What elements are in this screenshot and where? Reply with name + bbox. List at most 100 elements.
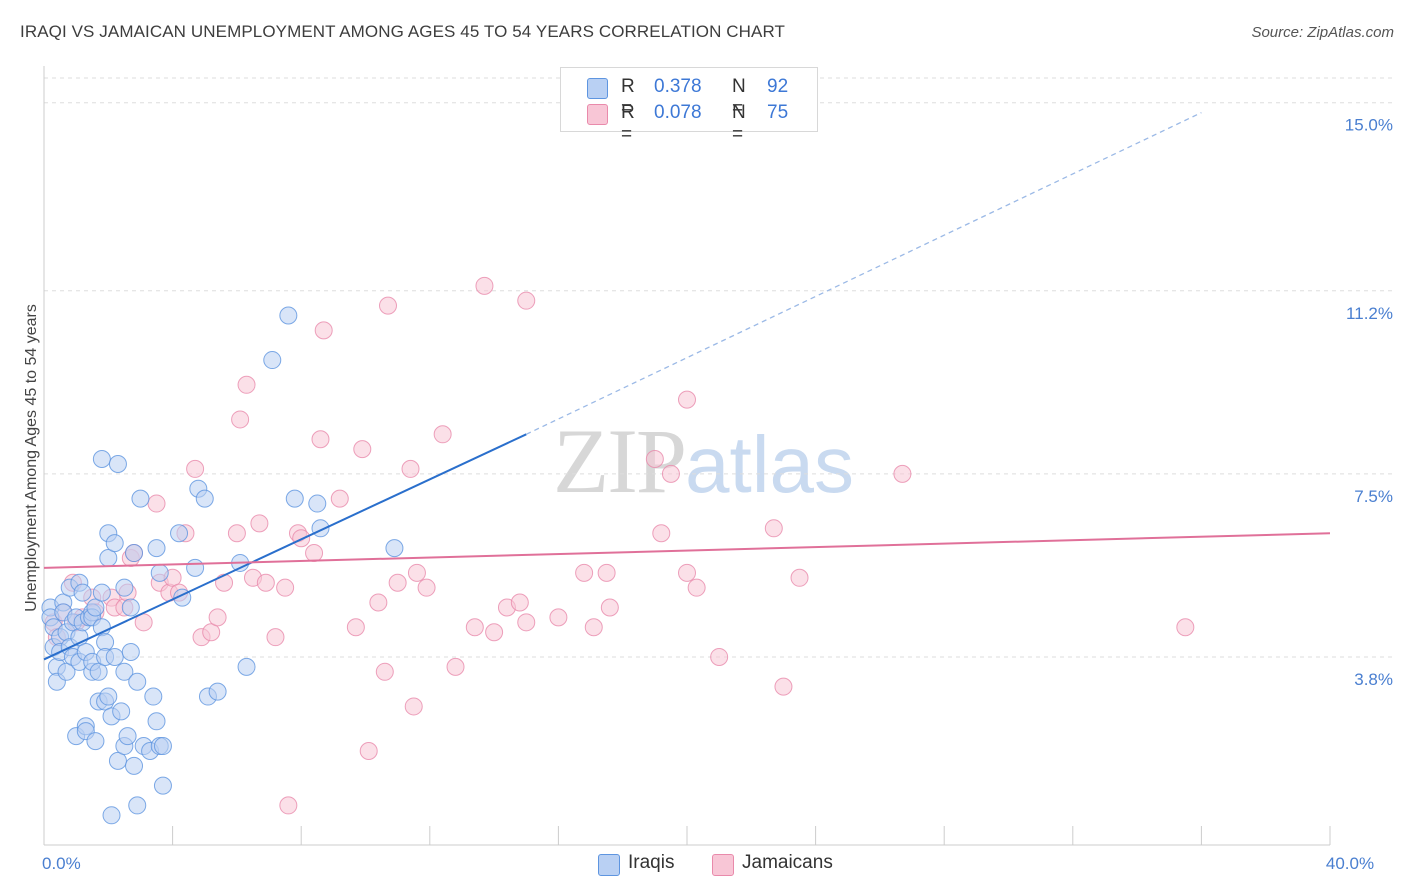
jamaicans-point xyxy=(433,425,452,444)
jamaicans-point xyxy=(186,459,205,478)
jamaicans-point xyxy=(256,573,275,592)
iraqis-point xyxy=(125,544,144,563)
jamaicans-point xyxy=(678,390,696,409)
iraqis-point xyxy=(115,662,134,681)
iraqis-point xyxy=(86,598,105,617)
jamaicans-point xyxy=(645,450,664,469)
iraqis-point xyxy=(73,583,92,602)
iraqis-point xyxy=(150,563,169,582)
jamaicans-point xyxy=(517,613,536,632)
legend-n-label: N = xyxy=(732,76,746,119)
jamaicans-point xyxy=(584,618,603,637)
iraqis-point xyxy=(147,712,166,731)
x-tick-label: 40.0% xyxy=(1326,854,1374,873)
jamaicans-point xyxy=(575,563,594,582)
iraqis-point xyxy=(102,806,121,825)
jamaicans-point xyxy=(379,296,398,315)
axes xyxy=(43,66,1331,846)
bottom-legend-label-jamaicans: Jamaicans xyxy=(742,852,833,873)
jamaicans-point xyxy=(597,563,616,582)
iraqis-point xyxy=(147,539,166,558)
iraqis-point xyxy=(195,489,214,508)
jamaicans-point xyxy=(652,524,671,543)
grid xyxy=(44,77,1392,658)
iraqis-point xyxy=(170,524,189,543)
source-label: Source: ZipAtlas.com xyxy=(1251,24,1394,41)
iraqis-point xyxy=(263,351,282,370)
iraqis-point xyxy=(89,662,108,681)
jamaicans-trendline xyxy=(43,532,1331,569)
watermark: ZIPatlas xyxy=(553,408,854,514)
jamaicans-point xyxy=(401,459,420,478)
iraqis-point xyxy=(108,751,127,770)
trendlines xyxy=(43,112,1331,661)
jamaicans-point xyxy=(250,514,269,533)
jamaicans-point xyxy=(517,291,536,310)
legend-n-label: N = xyxy=(732,102,746,145)
jamaicans-point xyxy=(678,563,696,582)
legend-swatch-iraqis xyxy=(587,78,608,99)
jamaicans-point xyxy=(446,657,465,676)
jamaicans-point xyxy=(465,618,484,637)
jamaicans-point xyxy=(388,573,407,592)
jamaicans-point xyxy=(549,608,568,627)
iraqis-point xyxy=(131,489,150,508)
y-tick-label: 15.0% xyxy=(1345,116,1393,135)
iraqis-trendline xyxy=(43,433,527,661)
jamaicans-point xyxy=(346,618,365,637)
jamaicans-point xyxy=(600,598,619,617)
iraqis-point xyxy=(128,796,147,815)
jamaicans-point xyxy=(147,494,166,513)
jamaicans-point xyxy=(330,489,349,508)
jamaicans-point xyxy=(485,623,504,642)
jamaicans-point xyxy=(404,697,423,716)
jamaicans-point xyxy=(227,524,246,543)
iraqis-point xyxy=(144,687,163,706)
iraqis-point xyxy=(279,306,298,325)
jamaicans-point xyxy=(311,430,330,449)
jamaicans-point xyxy=(369,593,388,612)
iraqis-point xyxy=(108,454,127,473)
jamaicans-point xyxy=(314,321,333,340)
iraqis-point xyxy=(153,737,172,756)
jamaicans-point xyxy=(1176,618,1195,637)
chart-title: IRAQI VS JAMAICAN UNEMPLOYMENT AMONG AGE… xyxy=(20,22,786,41)
jamaicans-point xyxy=(292,529,311,548)
jamaicans-point xyxy=(266,628,285,647)
jamaicans-point xyxy=(276,578,295,597)
legend-n-value: 92 xyxy=(767,76,789,97)
jamaicans-points xyxy=(44,276,1195,815)
iraqis-point xyxy=(57,662,76,681)
jamaicans-point xyxy=(417,578,436,597)
jamaicans-point xyxy=(202,623,221,642)
iraqis-point xyxy=(112,702,131,721)
iraqis-points xyxy=(41,306,404,825)
watermark-atlas: atlas xyxy=(685,420,854,509)
jamaicans-point xyxy=(510,593,529,612)
jamaicans-point xyxy=(375,662,394,681)
jamaicans-point xyxy=(774,677,793,696)
jamaicans-point xyxy=(208,608,227,627)
jamaicans-point xyxy=(687,578,706,597)
y-tick-label: 7.5% xyxy=(1354,487,1393,506)
jamaicans-point xyxy=(359,741,378,760)
watermark-zip: ZIP xyxy=(553,410,687,512)
iraqis-trendline-extension xyxy=(525,112,1202,435)
legend-r-label: R = xyxy=(621,76,635,119)
correlation-legend: R = 0.378 N = 92 R = 0.078 N = 75 xyxy=(560,67,818,145)
iraqis-point xyxy=(115,578,134,597)
iraqis-point xyxy=(385,539,404,558)
jamaicans-point xyxy=(279,796,298,815)
bottom-legend-swatch-jamaicans xyxy=(712,854,734,876)
iraqis-point xyxy=(121,598,140,617)
bottom-legend-label-iraqis: Iraqis xyxy=(628,852,675,873)
legend-r-value: 0.078 xyxy=(654,102,702,123)
iraqis-point xyxy=(308,494,327,513)
iraqis-point xyxy=(121,643,140,662)
jamaicans-point xyxy=(305,544,324,563)
iraqis-point xyxy=(285,489,304,508)
legend-swatch-jamaicans xyxy=(587,104,608,125)
tick-labels: 3.8% 7.5% 11.2% 15.0% 0.0% 40.0% xyxy=(42,116,1393,873)
bottom-legend-swatch-iraqis xyxy=(598,854,620,876)
